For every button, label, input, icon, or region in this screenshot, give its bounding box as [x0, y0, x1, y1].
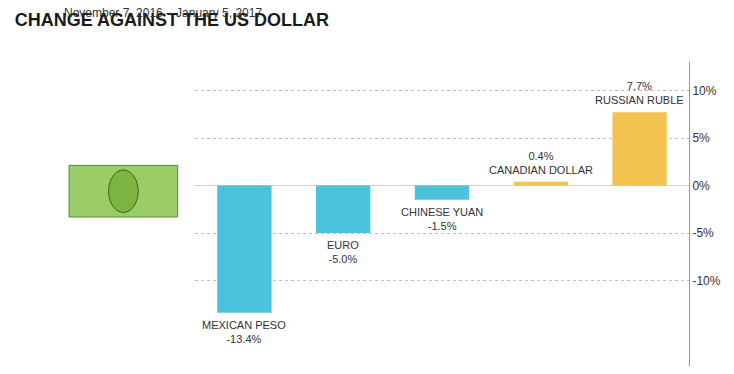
svg-text:0.4%CANADIAN DOLLAR: 0.4%CANADIAN DOLLAR: [489, 150, 593, 176]
svg-text:-10%: -10%: [692, 274, 720, 288]
svg-text:5%: 5%: [692, 131, 710, 145]
svg-text:MEXICAN PESO-13.4%: MEXICAN PESO-13.4%: [202, 319, 286, 345]
svg-text:10%: 10%: [692, 84, 716, 98]
svg-text:0%: 0%: [692, 179, 710, 193]
svg-text:7.7%RUSSIAN RUBLE: 7.7%RUSSIAN RUBLE: [595, 80, 684, 106]
svg-text:-5%: -5%: [692, 226, 714, 240]
svg-text:CHINESE YUAN-1.5%: CHINESE YUAN-1.5%: [401, 206, 483, 232]
svg-text:CHANGE AGAINST THE US DOLLAR: CHANGE AGAINST THE US DOLLAR: [15, 10, 329, 30]
svg-text:November 7, 2016 – January 5,: November 7, 2016 – January 5, 2017: [64, 6, 262, 20]
svg-text:EURO-5.0%: EURO-5.0%: [327, 239, 359, 265]
